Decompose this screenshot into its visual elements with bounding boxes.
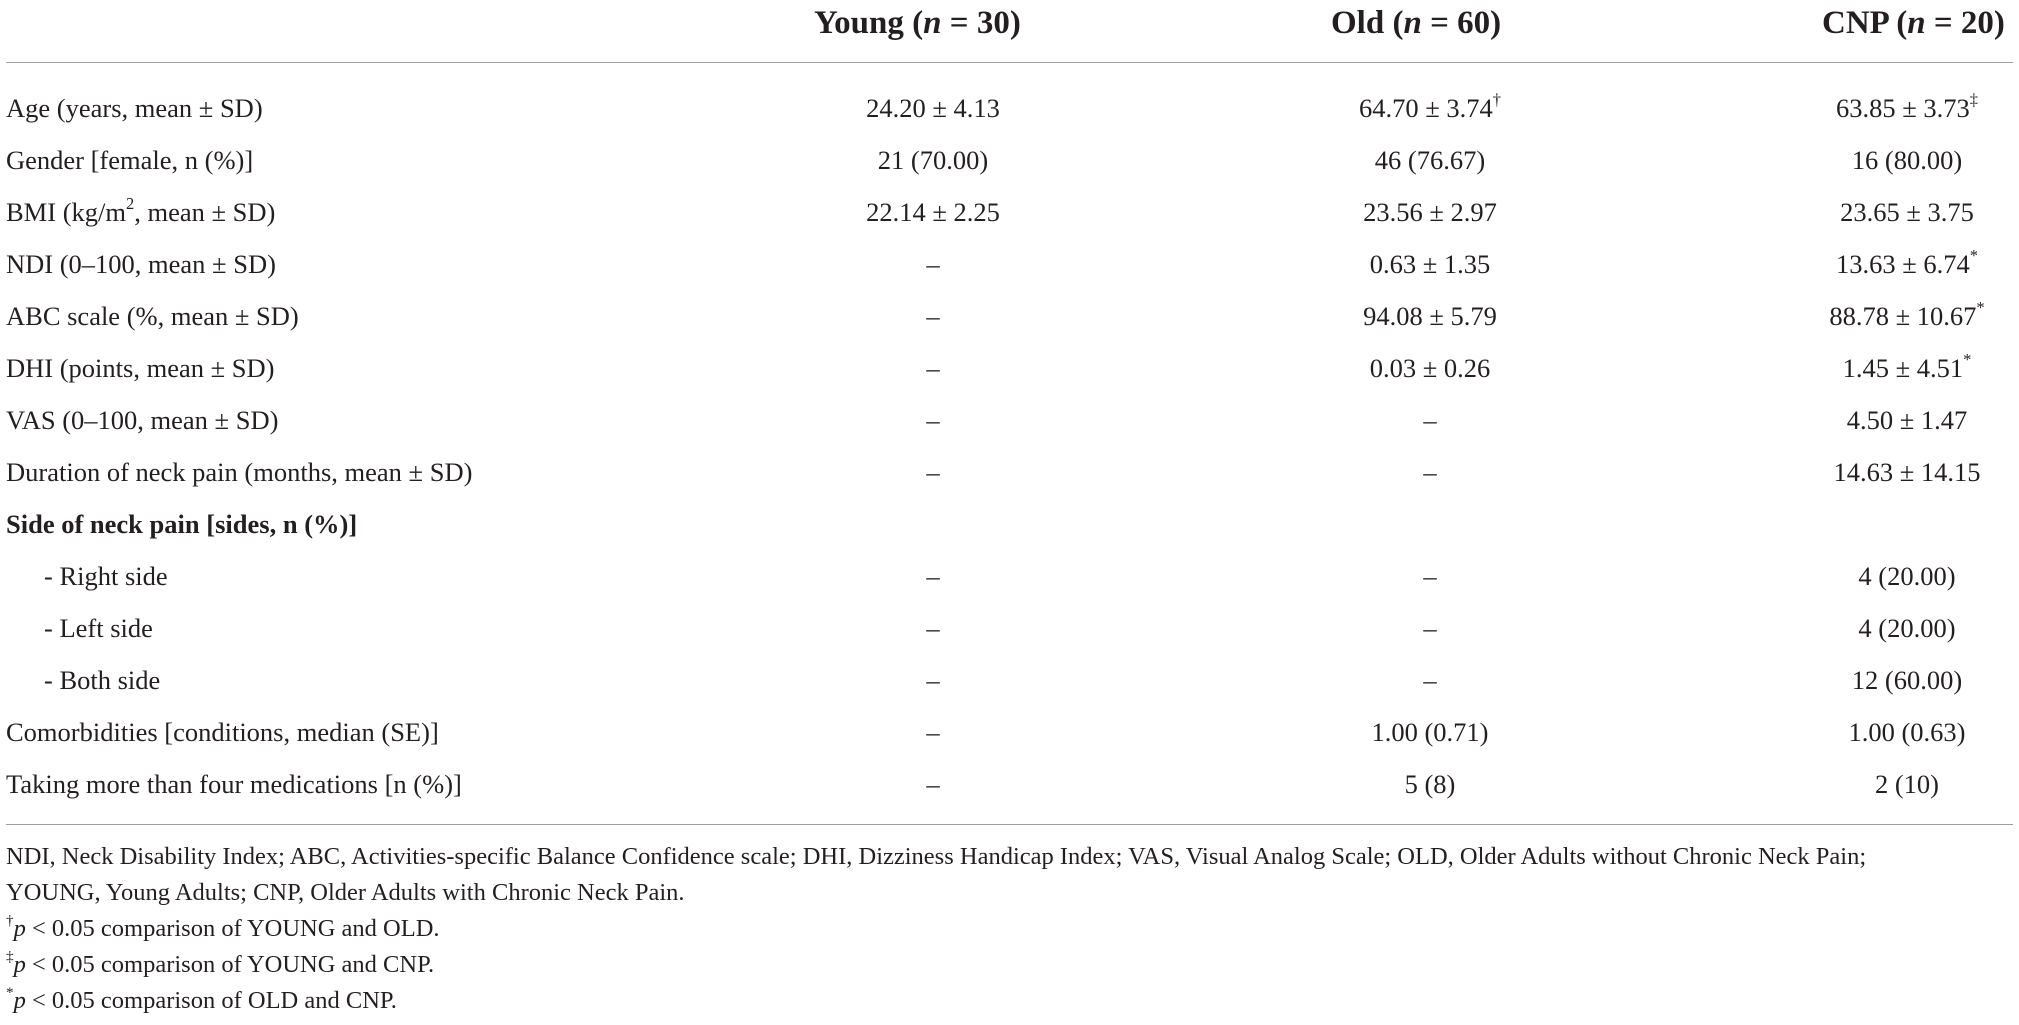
table-row: Gender [female, n (%)] 21 (70.00) 46 (76… [0,134,2019,186]
table-row: Duration of neck pain (months, mean ± SD… [0,446,2019,498]
footnote-dagger: †p < 0.05 comparison of YOUNG and OLD. [6,911,440,942]
cell-old: 64.70 ± 3.74† [1358,89,1502,123]
footnote-double-dagger: ‡p < 0.05 comparison of YOUNG and CNP. [6,947,435,978]
table-row: - Left side – – 4 (20.00) [0,602,2019,654]
cell-cnp: 2 (10) [1874,769,1940,799]
cell-cnp: 1.00 (0.63) [1848,717,1966,747]
cell-cnp: 14.63 ± 14.15 [1833,457,1981,487]
cell-young: – [926,561,940,591]
table-row: VAS (0–100, mean ± SD) – – 4.50 ± 1.47 [0,394,2019,446]
cell-cnp: 63.85 ± 3.73‡ [1835,89,1979,123]
table-row: Comorbidities [conditions, median (SE)] … [0,706,2019,758]
cell-old: 1.00 (0.71) [1371,717,1489,747]
cell-cnp: 4 (20.00) [1858,561,1956,591]
table-row: - Right side – – 4 (20.00) [0,550,2019,602]
cell-old: – [1423,665,1437,695]
table-row: NDI (0–100, mean ± SD) – 0.63 ± 1.35 13.… [0,238,2019,290]
footnote-asterisk: *p < 0.05 comparison of OLD and CNP. [6,983,397,1014]
row-label: Age (years, mean ± SD) [6,93,263,123]
table-row: BMI (kg/m2, mean ± SD) 22.14 ± 2.25 23.5… [0,186,2019,238]
table-header: Young (n = 30) Old (n = 60) CNP (n = 20) [0,0,2019,62]
cell-old: – [1423,613,1437,643]
cell-young: – [926,249,940,279]
asterisk-mark: * [1963,349,1972,369]
cell-cnp: 4.50 ± 1.47 [1846,405,1968,435]
cell-young: – [926,301,940,331]
table-row: Taking more than four medications [n (%)… [0,758,2019,810]
cell-young: – [926,769,940,799]
table-row: DHI (points, mean ± SD) – 0.03 ± 0.26 1.… [0,342,2019,394]
cell-old: – [1423,405,1437,435]
footnote-abbreviations: NDI, Neck Disability Index; ABC, Activit… [6,843,1867,870]
row-label: NDI (0–100, mean ± SD) [6,249,276,279]
cell-cnp: 23.65 ± 3.75 [1840,197,1974,227]
cell-cnp: 88.78 ± 10.67* [1829,297,1985,331]
row-label: DHI (points, mean ± SD) [6,353,275,383]
cell-old: 0.63 ± 1.35 [1369,249,1491,279]
cell-young: 22.14 ± 2.25 [866,197,1000,227]
header-rule [6,62,2013,63]
row-label: - Left side [44,613,153,643]
cell-young: – [926,457,940,487]
cell-young: – [926,613,940,643]
row-label: Duration of neck pain (months, mean ± SD… [6,457,473,487]
cell-old: – [1423,457,1437,487]
table-row: - Both side – – 12 (60.00) [0,654,2019,706]
double-dagger-mark: ‡ [1969,89,1979,109]
cell-young: 21 (70.00) [877,145,989,175]
row-label: Taking more than four medications [n (%)… [6,769,462,799]
column-header-old: Old (n = 60) [1331,5,1502,41]
cell-young: 24.20 ± 4.13 [866,93,1000,123]
row-label: Gender [female, n (%)] [6,145,254,175]
cell-old: 46 (76.67) [1374,145,1486,175]
table-row: Age (years, mean ± SD) 24.20 ± 4.13 64.7… [0,82,2019,134]
cell-cnp: 16 (80.00) [1851,145,1963,175]
cell-old: 0.03 ± 0.26 [1369,353,1491,383]
cell-old: – [1423,561,1437,591]
row-label: - Right side [44,561,168,591]
cell-old: 94.08 ± 5.79 [1363,301,1497,331]
row-label: - Both side [44,665,161,695]
section-label: Side of neck pain [sides, n (%)] [6,509,358,539]
row-label: ABC scale (%, mean ± SD) [6,301,299,331]
asterisk-mark: * [1969,245,1979,265]
column-header-cnp: CNP (n = 20) [1822,5,2005,41]
cell-cnp: 1.45 ± 4.51* [1842,349,1972,383]
asterisk-mark: * [1976,297,1985,317]
cell-young: – [926,665,940,695]
cell-old: 5 (8) [1404,769,1456,799]
footer-rule [6,824,2013,825]
cell-young: – [926,353,940,383]
row-label: VAS (0–100, mean ± SD) [6,405,279,435]
table-row-section: Side of neck pain [sides, n (%)] [0,498,2019,550]
cell-cnp: 13.63 ± 6.74* [1835,245,1979,279]
cell-old: 23.56 ± 2.97 [1363,197,1497,227]
table-row: ABC scale (%, mean ± SD) – 94.08 ± 5.79 … [0,290,2019,342]
footnote-abbreviations-cont: YOUNG, Young Adults; CNP, Older Adults w… [6,879,685,906]
row-label: BMI (kg/m2, mean ± SD) [6,193,276,227]
column-header-young: Young (n = 30) [814,5,1021,41]
cell-cnp: 4 (20.00) [1858,613,1956,643]
row-label: Comorbidities [conditions, median (SE)] [6,717,439,747]
dagger-mark: † [1492,89,1502,109]
cell-cnp: 12 (60.00) [1851,665,1963,695]
cell-young: – [926,405,940,435]
cell-young: – [926,717,940,747]
